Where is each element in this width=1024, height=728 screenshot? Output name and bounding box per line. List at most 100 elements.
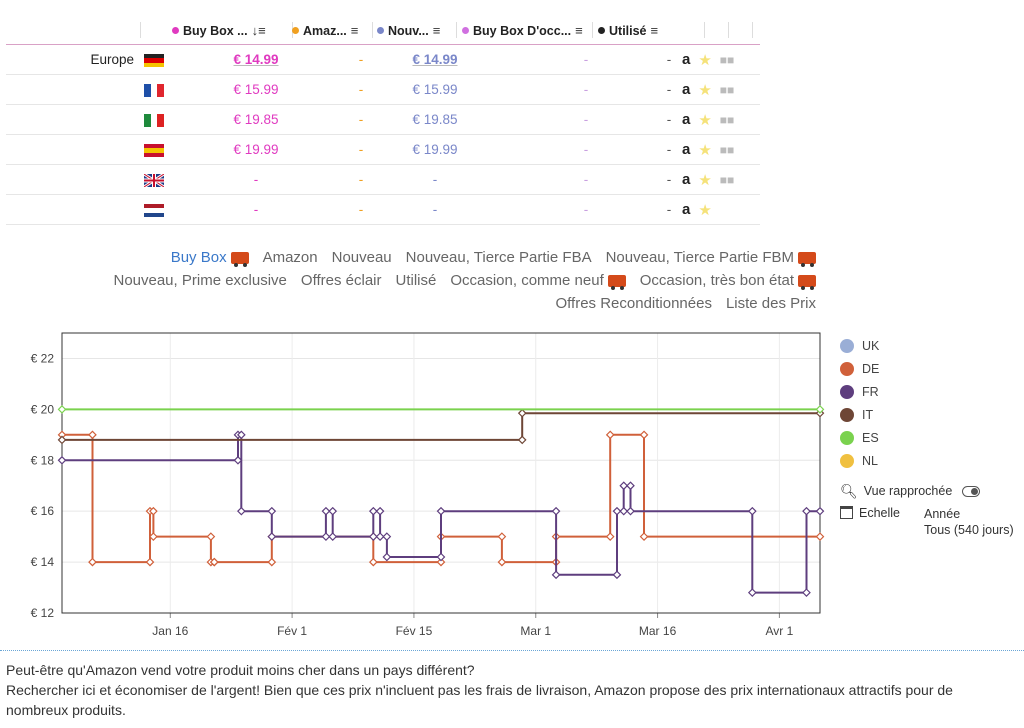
star-icon[interactable]: ★	[698, 82, 712, 99]
col-buybox-header[interactable]: Buy Box ... ↓≡	[172, 23, 266, 38]
buybox-dot	[172, 27, 179, 34]
buybox-used-price[interactable]: -	[583, 172, 589, 187]
star-icon[interactable]: ★	[698, 202, 712, 219]
price-type-link[interactable]: Offres Reconditionnées	[555, 295, 712, 312]
legend-item-es[interactable]: ES	[840, 426, 879, 449]
amazon-price[interactable]: -	[358, 202, 364, 217]
flag-fr-icon[interactable]	[144, 84, 164, 97]
legend-item-it[interactable]: IT	[840, 403, 879, 426]
scale-control[interactable]: Echelle Année Tous (540 jours)	[840, 506, 1014, 538]
buybox-price[interactable]: -	[253, 202, 259, 217]
flag-es-icon[interactable]	[144, 144, 164, 157]
used-price[interactable]: -	[666, 52, 672, 67]
buybox-price[interactable]: € 19.85	[233, 112, 279, 127]
price-type-link[interactable]: Nouveau, Prime exclusive	[113, 272, 287, 289]
legend-item-nl[interactable]: NL	[840, 449, 879, 472]
col-used-header[interactable]: Utilisé ≡	[598, 23, 658, 38]
used-price[interactable]: -	[666, 82, 672, 97]
price-type-link[interactable]: Amazon	[262, 249, 318, 266]
data-point	[321, 532, 331, 541]
buybox-price[interactable]: € 19.99	[233, 142, 279, 157]
menu-icon[interactable]: ≡	[432, 23, 441, 38]
table-row[interactable]: € 15.99- € 15.99- - a ★ ■■	[6, 75, 760, 105]
flag-nl-icon[interactable]	[144, 204, 164, 217]
buybox-used-price[interactable]: -	[583, 202, 589, 217]
price-type-link[interactable]: Offres éclair	[300, 272, 382, 289]
table-row[interactable]: € 19.99- € 19.99- - a ★ ■■	[6, 135, 760, 165]
table-row[interactable]: € 19.85- € 19.85- - a ★ ■■	[6, 105, 760, 135]
price-type-link[interactable]: Nouveau, Tierce Partie FBM	[606, 249, 816, 267]
legend-item-fr[interactable]: FR	[840, 380, 879, 403]
sort-icon[interactable]: ↓≡	[251, 23, 266, 38]
data-point	[57, 435, 67, 445]
amazon-price[interactable]: -	[358, 142, 364, 157]
price-history-chart[interactable]: € 12 € 14 € 16 € 18 € 20 € 22 Jan 16 Fév 1 Fév 1…	[0, 325, 830, 640]
legend-swatch	[840, 430, 854, 445]
truck-icon[interactable]: ■■	[719, 143, 735, 157]
amazon-icon[interactable]: a	[682, 51, 691, 68]
table-row[interactable]: - - - - - a ★ ■■	[6, 165, 760, 195]
new-price[interactable]: € 14.99	[412, 52, 458, 67]
menu-icon[interactable]: ≡	[650, 23, 659, 38]
amazon-icon[interactable]: a	[682, 201, 691, 218]
amazon-icon[interactable]: a	[682, 141, 691, 158]
table-body: Europe € 14.99- € 14.99- - a ★ ■■ € 15.99- € 15.…	[6, 45, 760, 225]
amazon-price[interactable]: -	[358, 82, 364, 97]
star-icon[interactable]: ★	[698, 172, 712, 189]
new-price[interactable]: € 19.99	[412, 142, 458, 157]
buybox-used-price[interactable]: -	[583, 112, 589, 127]
price-type-link[interactable]: Liste des Prix	[725, 295, 816, 312]
data-point	[497, 532, 507, 541]
price-type-link[interactable]: Nouveau	[331, 249, 392, 266]
truck-icon[interactable]: ■■	[719, 173, 735, 187]
amazon-price[interactable]: -	[358, 52, 364, 67]
series-legend: UK DE FR IT ES NL	[840, 334, 879, 472]
table-row[interactable]: Europe € 14.99- € 14.99- - a ★ ■■	[6, 45, 760, 75]
scale-value-year[interactable]: Année	[924, 507, 961, 521]
truck-icon[interactable]: ■■	[719, 83, 735, 97]
legend-item-uk[interactable]: UK	[840, 334, 879, 357]
zoom-control[interactable]: 🔍︎ Vue rapprochée	[840, 484, 1014, 498]
used-price[interactable]: -	[666, 202, 672, 217]
amazon-price[interactable]: -	[358, 112, 364, 127]
new-price[interactable]: € 19.85	[412, 112, 458, 127]
used-price[interactable]: -	[666, 112, 672, 127]
price-type-link[interactable]: Utilisé	[395, 272, 437, 289]
buybox-price[interactable]: € 15.99	[233, 82, 279, 97]
menu-icon[interactable]: ≡	[350, 23, 359, 38]
price-type-link[interactable]: Nouveau, Tierce Partie FBA	[405, 249, 592, 266]
price-type-link[interactable]: Occasion, comme neuf	[450, 272, 626, 290]
col-bb-used-header[interactable]: Buy Box D'occ... ≡	[462, 23, 583, 38]
star-icon[interactable]: ★	[698, 52, 712, 69]
flag-uk-icon[interactable]	[144, 174, 164, 187]
new-price[interactable]: -	[432, 202, 438, 217]
truck-icon[interactable]: ■■	[719, 113, 735, 127]
price-type-link[interactable]: Occasion, très bon état	[640, 272, 816, 290]
buybox-price[interactable]: -	[253, 172, 259, 187]
amazon-icon[interactable]: a	[682, 81, 691, 98]
truck-icon[interactable]: ■■	[719, 53, 735, 67]
col-amazon-header[interactable]: Amaz... ≡	[292, 23, 358, 38]
used-price[interactable]: -	[666, 142, 672, 157]
buybox-used-price[interactable]: -	[583, 142, 589, 157]
legend-item-de[interactable]: DE	[840, 357, 879, 380]
buybox-used-price[interactable]: -	[583, 82, 589, 97]
price-type-link[interactable]: Buy Box	[171, 249, 249, 267]
star-icon[interactable]: ★	[698, 112, 712, 129]
flag-de-icon[interactable]	[144, 54, 164, 67]
star-icon[interactable]: ★	[698, 142, 712, 159]
zoom-toggle[interactable]	[962, 486, 981, 497]
buybox-price[interactable]: € 14.99	[233, 52, 279, 67]
buybox-used-price[interactable]: -	[583, 52, 589, 67]
new-price[interactable]: -	[432, 172, 438, 187]
amazon-icon[interactable]: a	[682, 171, 691, 188]
menu-icon[interactable]: ≡	[575, 23, 583, 38]
new-price[interactable]: € 15.99	[412, 82, 458, 97]
amazon-icon[interactable]: a	[682, 111, 691, 128]
flag-it-icon[interactable]	[144, 114, 164, 127]
amazon-price[interactable]: -	[358, 172, 364, 187]
used-price[interactable]: -	[666, 172, 672, 187]
scale-value-all[interactable]: Tous (540 jours)	[924, 523, 1014, 537]
table-row[interactable]: - - - - - a ★	[6, 195, 760, 225]
col-new-header[interactable]: Nouv... ≡	[377, 23, 440, 38]
